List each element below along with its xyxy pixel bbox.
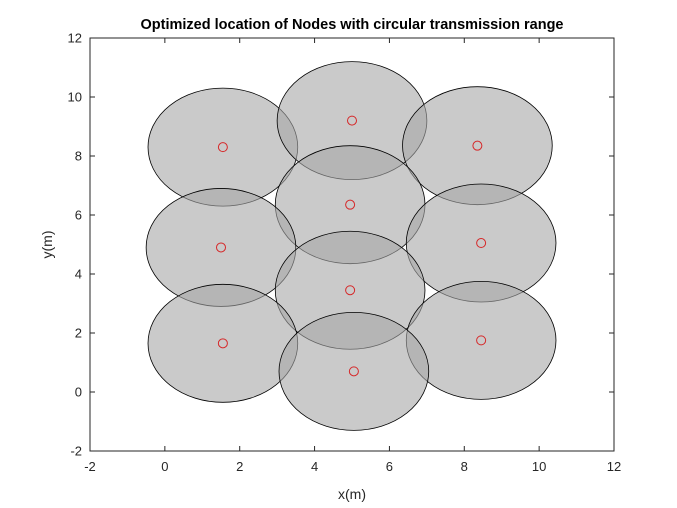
- node-marker-2: [347, 115, 357, 126]
- x-tick-label: 8: [461, 459, 468, 474]
- axes-box: [89, 37, 615, 452]
- y-tick-label: 6: [75, 208, 82, 223]
- node-marker-5: [216, 242, 226, 253]
- node-marker-3: [472, 140, 483, 151]
- x-tick-label: 12: [607, 459, 621, 474]
- transmission-ranges: [145, 61, 557, 431]
- node-marker-6: [476, 238, 487, 249]
- node-marker-9: [476, 335, 487, 346]
- x-tick-label: 0: [161, 459, 168, 474]
- y-tick-label: 8: [75, 149, 82, 164]
- node-marker-1: [217, 142, 228, 153]
- transmission-range-9: [405, 280, 557, 400]
- y-tick-label: 2: [75, 326, 82, 341]
- x-tick-label: 2: [236, 459, 243, 474]
- y-axis-label: y(m): [39, 231, 55, 259]
- node-marker-10: [348, 366, 359, 377]
- x-tick-label: 10: [532, 459, 546, 474]
- node-markers: [216, 115, 487, 377]
- node-marker-4: [345, 199, 356, 210]
- y-tick-label: -2: [70, 444, 82, 459]
- x-tick-label: 4: [311, 459, 318, 474]
- transmission-range-8: [147, 283, 299, 403]
- y-tick-label: 12: [68, 31, 82, 46]
- x-tick-label: -2: [84, 459, 96, 474]
- x-tick-label: 6: [386, 459, 393, 474]
- axis-ticks: -2 0 2 4 6 8 10 12 -2 0 2 4 6 8 10 12: [68, 31, 622, 475]
- transmission-range-10: [278, 311, 430, 431]
- x-axis-label: x(m): [338, 486, 366, 502]
- y-tick-label: 4: [75, 267, 82, 282]
- y-tick-label: 10: [68, 90, 82, 105]
- node-marker-7: [345, 285, 356, 296]
- y-tick-label: 0: [75, 385, 82, 400]
- node-marker-8: [217, 338, 228, 349]
- chart-title: Optimized location of Nodes with circula…: [141, 17, 564, 33]
